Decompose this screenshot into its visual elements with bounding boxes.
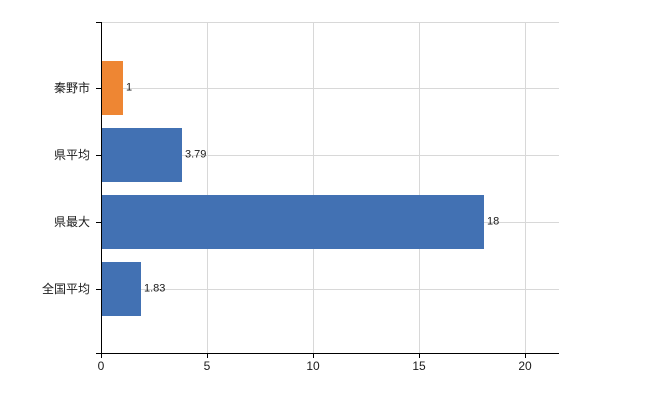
bar — [102, 195, 484, 249]
vertical-gridline — [207, 22, 208, 353]
y-axis-tick — [96, 155, 101, 156]
x-axis-tick — [207, 353, 208, 358]
x-tick-label: 10 — [306, 359, 320, 373]
horizontal-gridline — [101, 289, 559, 290]
x-axis-tick — [101, 353, 102, 358]
y-axis — [101, 22, 102, 353]
x-axis-tick — [525, 353, 526, 358]
x-axis — [96, 353, 559, 354]
category-label: 県最大 — [53, 215, 90, 229]
category-label: 県平均 — [53, 148, 90, 162]
x-tick-label: 20 — [518, 359, 532, 373]
bar-value-label: 1 — [126, 81, 133, 94]
x-tick-label: 0 — [97, 359, 105, 373]
vertical-gridline — [419, 22, 420, 353]
vertical-gridline — [525, 22, 526, 353]
bar-value-label: 3.79 — [185, 148, 207, 161]
plot-top-border — [101, 22, 559, 23]
bar-value-label: 18 — [487, 215, 500, 228]
x-axis-tick — [419, 353, 420, 358]
bar — [102, 262, 141, 316]
horizontal-gridline — [101, 88, 559, 89]
y-axis-tick — [96, 22, 101, 23]
x-tick-label: 5 — [203, 359, 211, 373]
bar — [102, 128, 182, 182]
horizontal-gridline — [101, 155, 559, 156]
x-tick-label: 15 — [412, 359, 426, 373]
y-axis-tick — [96, 289, 101, 290]
y-axis-tick — [96, 222, 101, 223]
category-label: 秦野市 — [53, 81, 90, 95]
category-label: 全国平均 — [41, 282, 90, 296]
bar — [102, 61, 123, 115]
x-axis-tick — [313, 353, 314, 358]
y-axis-tick — [96, 88, 101, 89]
bar-value-label: 1.83 — [144, 282, 166, 295]
vertical-gridline — [313, 22, 314, 353]
